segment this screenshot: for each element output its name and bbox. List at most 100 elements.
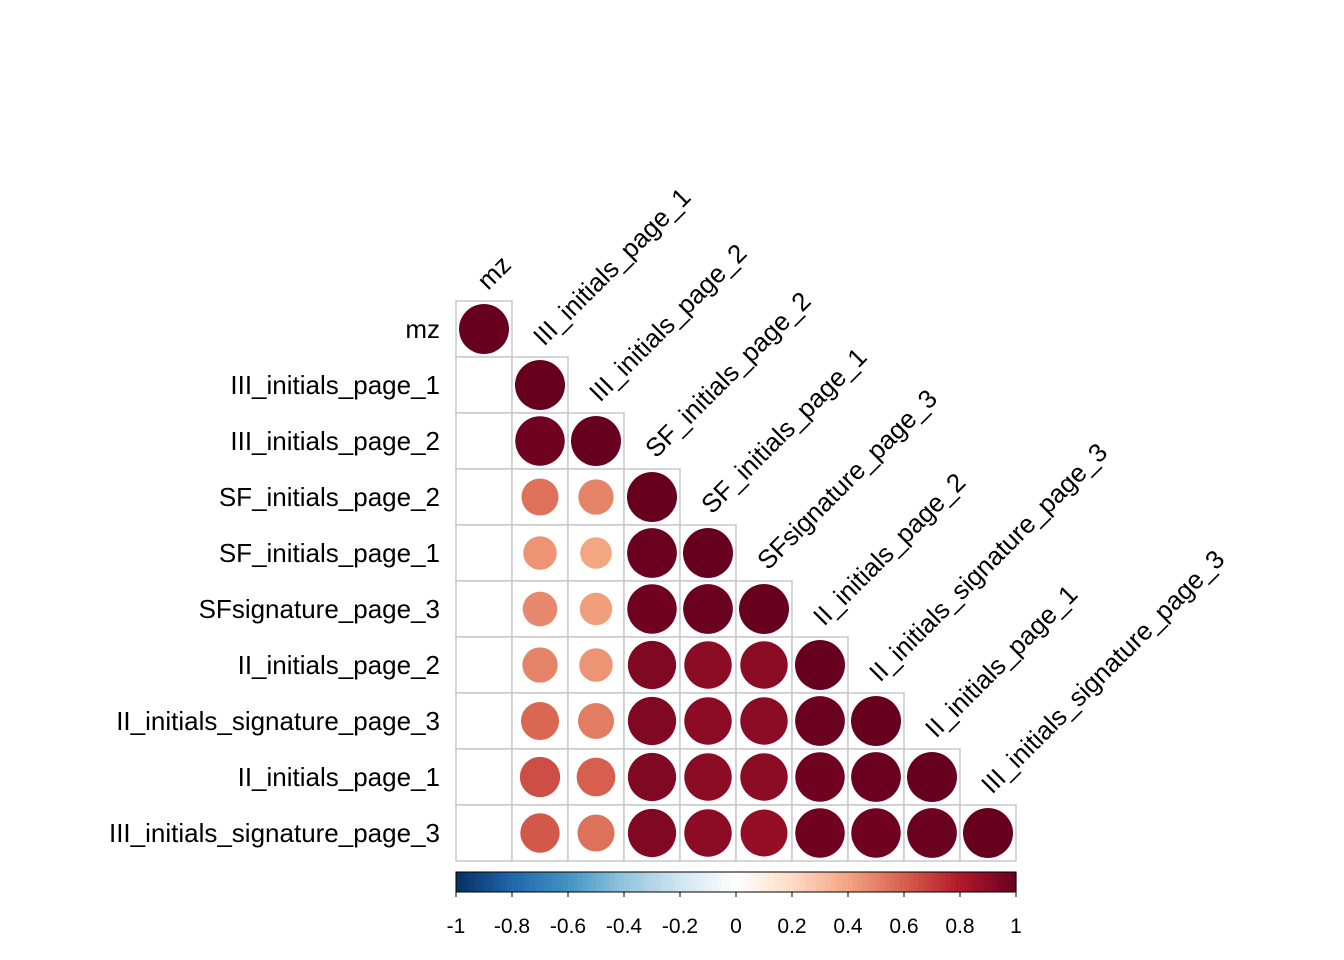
colorbar-strip <box>740 872 746 892</box>
colorbar-strip <box>946 872 952 892</box>
column-label: II_initials_signature_page_3 <box>863 437 1113 687</box>
corr-circle <box>684 753 732 801</box>
colorbar-strip <box>736 872 742 892</box>
colorbar-strip <box>974 872 980 892</box>
row-label: III_initials_page_1 <box>230 370 440 400</box>
colorbar-strip <box>684 872 690 892</box>
row-label: II_initials_signature_page_3 <box>116 706 440 736</box>
colorbar-ticks: -1 -0.8 -0.6 -0.4 -0.2 0 0.2 0.4 0.6 0.8 1 <box>447 892 1022 938</box>
corr-circle <box>520 701 560 741</box>
corr-circle <box>739 584 789 634</box>
colorbar-strip <box>708 872 714 892</box>
corr-circle <box>851 752 901 802</box>
corr-circle <box>519 756 561 798</box>
colorbar-strip <box>941 872 947 892</box>
colorbar-strip <box>507 872 513 892</box>
corr-circle <box>482 495 486 499</box>
colorbar-strip <box>936 872 942 892</box>
colorbar-tick-label: -0.6 <box>550 915 586 938</box>
colorbar-tick-label: 0.6 <box>889 915 918 938</box>
colorbar-strip <box>610 872 616 892</box>
colorbar-strip <box>722 872 728 892</box>
colorbar-strip <box>890 872 896 892</box>
colorbar-strip <box>577 872 583 892</box>
colorbar-strip <box>465 872 471 892</box>
colorbar-tick-label: -0.8 <box>494 915 530 938</box>
colorbar-strip <box>605 872 611 892</box>
corr-circle <box>795 808 845 858</box>
corr-circle <box>482 551 486 555</box>
colorbar-strip <box>572 872 578 892</box>
colorbar-strip <box>960 872 966 892</box>
colorbar-strip <box>1002 872 1008 892</box>
colorbar-strip <box>969 872 975 892</box>
colorbar-strip <box>843 872 849 892</box>
colorbar-strip <box>586 872 592 892</box>
colorbar-strip <box>1011 872 1017 892</box>
colorbar-strip <box>726 872 732 892</box>
corr-circle <box>627 696 677 746</box>
colorbar-strip <box>596 872 602 892</box>
colorbar-strip <box>880 872 886 892</box>
colorbar-strip <box>680 872 686 892</box>
colorbar-strip <box>801 872 807 892</box>
colorbar-strip <box>619 872 625 892</box>
colorbar-strip <box>871 872 877 892</box>
colorbar-strip <box>810 872 816 892</box>
colorbar-strip <box>689 872 695 892</box>
corr-circle <box>684 697 732 745</box>
colorbar-strip <box>922 872 928 892</box>
colorbar-strip <box>857 872 863 892</box>
corr-circle <box>627 472 677 522</box>
colorbar-strip <box>913 872 919 892</box>
corr-circle <box>963 808 1013 858</box>
corr-circle <box>740 697 788 745</box>
colorbar-strip <box>899 872 905 892</box>
corr-circle <box>683 528 733 578</box>
colorbar-strip <box>773 872 779 892</box>
corr-circle <box>515 416 565 466</box>
colorbar-strip <box>834 872 840 892</box>
colorbar-strip <box>642 872 648 892</box>
colorbar-strip <box>852 872 858 892</box>
colorbar-strip <box>652 872 658 892</box>
corr-circle <box>482 719 486 723</box>
cell-6-0 <box>455 636 513 694</box>
corr-circle <box>522 591 558 627</box>
colorbar-tick-label: 1 <box>1010 915 1022 938</box>
column-label: III_initials_signature_page_3 <box>975 544 1230 799</box>
colorbar-strip <box>918 872 924 892</box>
corr-circle <box>522 647 558 683</box>
colorbar-strip <box>988 872 994 892</box>
colorbar-strip <box>796 872 802 892</box>
corr-circle <box>627 808 677 858</box>
colorbar-strip <box>820 872 826 892</box>
corr-circle <box>795 696 845 746</box>
colorbar-strip <box>866 872 872 892</box>
corr-circle <box>795 640 845 690</box>
correlation-circles <box>459 304 1013 858</box>
colorbar-strip <box>950 872 956 892</box>
colorbar-strip <box>600 872 606 892</box>
colorbar-strip <box>563 872 569 892</box>
corr-circle <box>523 536 557 570</box>
colorbar-strip <box>759 872 765 892</box>
colorbar-strip <box>824 872 830 892</box>
colorbar-strip <box>558 872 564 892</box>
corr-circle <box>580 537 612 569</box>
colorbar-strip <box>582 872 588 892</box>
colorbar-strip <box>978 872 984 892</box>
colorbar-strip <box>792 872 798 892</box>
colorbar-strip <box>885 872 891 892</box>
colorbar-strip <box>894 872 900 892</box>
row-labels: mz III_initials_page_1 III_initials_page_2… <box>109 314 440 848</box>
row-label: SF_initials_page_2 <box>219 482 440 512</box>
colorbar-strip <box>904 872 910 892</box>
colorbar-strip <box>656 872 662 892</box>
corr-circle <box>482 439 486 443</box>
colorbar-strip <box>474 872 480 892</box>
corr-circle <box>520 813 560 853</box>
colorbar-strip <box>591 872 597 892</box>
colorbar-strip <box>530 872 536 892</box>
colorbar-strip <box>764 872 770 892</box>
